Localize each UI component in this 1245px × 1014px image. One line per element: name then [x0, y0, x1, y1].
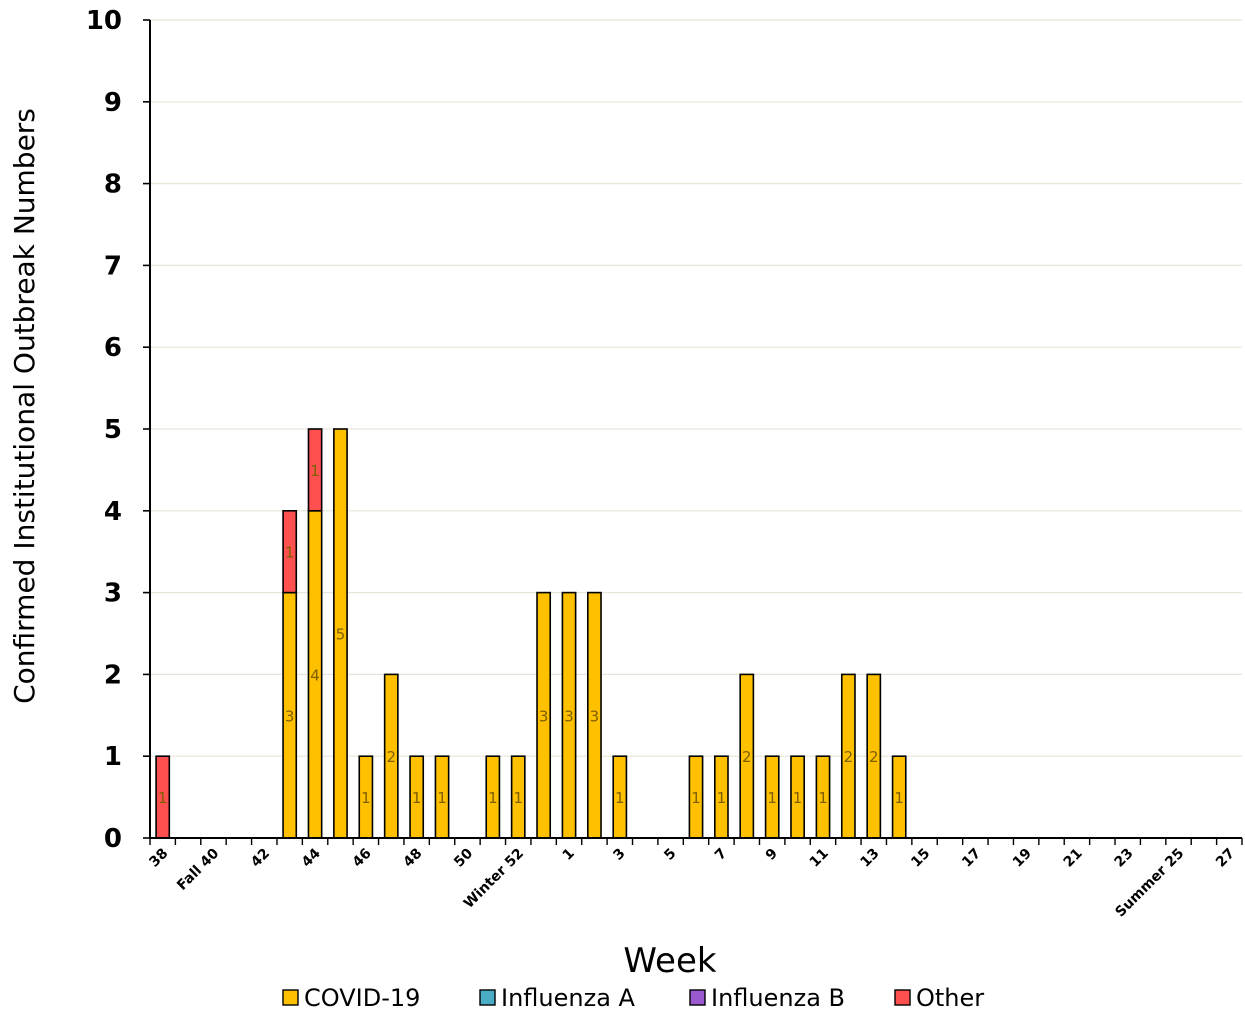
data-label: 1: [437, 789, 447, 807]
data-label: 1: [361, 789, 371, 807]
x-tick-label: 38: [146, 846, 171, 871]
data-label: 1: [691, 789, 701, 807]
data-label: 3: [285, 707, 295, 725]
data-label: 3: [590, 707, 600, 725]
legend-label: Influenza A: [501, 984, 636, 1012]
x-tick-label: 44: [299, 845, 324, 870]
x-tick-label: 5: [661, 846, 679, 864]
data-label: 1: [818, 789, 828, 807]
y-tick-label: 8: [104, 170, 122, 200]
x-tick-label: 48: [400, 846, 425, 871]
data-label: 3: [539, 707, 549, 725]
x-tick-label: 50: [451, 845, 476, 870]
y-tick-label: 4: [104, 497, 122, 527]
x-tick-label: 46: [350, 846, 375, 871]
legend: COVID-19 Influenza A Influenza B Other: [282, 984, 984, 1012]
data-label: 1: [310, 462, 320, 480]
legend-swatch: [479, 989, 496, 1006]
bar-segment: [307, 428, 323, 512]
legend-label: Influenza B: [711, 984, 845, 1012]
y-tick-label: 7: [104, 251, 122, 281]
data-label: 1: [285, 544, 295, 562]
data-label: 3: [564, 707, 574, 725]
data-label: 1: [412, 789, 422, 807]
legend-swatch: [894, 989, 911, 1006]
y-tick-label: 5: [104, 415, 122, 445]
y-tick-label: 10: [86, 6, 122, 36]
data-label: 1: [894, 789, 904, 807]
legend-swatch: [689, 989, 706, 1006]
x-tick-label: 9: [763, 846, 781, 864]
legend-label: COVID-19: [304, 984, 420, 1012]
y-tick-label: 1: [104, 742, 122, 772]
x-tick-label: 11: [807, 846, 832, 871]
data-label: 4: [310, 666, 320, 684]
data-label: 1: [615, 789, 625, 807]
y-tick-label: 2: [104, 660, 122, 690]
axes: [143, 19, 1243, 845]
data-label: 1: [717, 789, 727, 807]
data-label: 1: [158, 789, 168, 807]
data-label: 2: [869, 748, 879, 766]
x-tick-label: 19: [1010, 846, 1035, 871]
data-label: 1: [488, 789, 498, 807]
data-label: 2: [742, 748, 752, 766]
data-label: 2: [386, 748, 396, 766]
x-tick-label: 15: [908, 846, 933, 871]
data-label: 5: [336, 626, 346, 644]
data-label: 1: [513, 789, 523, 807]
y-axis-title: Confirmed Institutional Outbreak Numbers: [8, 108, 41, 704]
x-tick-label: 17: [959, 846, 984, 871]
x-tick-label: 27: [1213, 846, 1238, 871]
y-tick-label: 6: [104, 333, 122, 363]
y-tick-label: 3: [104, 579, 122, 609]
x-tick-label: 13: [858, 846, 883, 871]
x-axis-title: Week: [623, 941, 716, 981]
y-tick-labels: 0 1 2 3 4 5 6 7 8 9 10: [86, 6, 122, 854]
x-tick-label: Fall 40: [174, 845, 222, 893]
data-label: 1: [767, 789, 777, 807]
x-tick-label: 42: [248, 846, 273, 871]
data-label: 1: [793, 789, 803, 807]
y-tick-label: 0: [104, 824, 122, 854]
legend-swatch: [282, 989, 299, 1006]
gridlines: [150, 19, 1242, 757]
x-tick-label: 3: [610, 846, 628, 864]
bar-segment: [282, 509, 298, 594]
data-label: 2: [844, 748, 854, 766]
x-tick-label: 23: [1111, 846, 1136, 871]
x-tick-label: 1: [560, 846, 578, 864]
x-tick-label: 7: [712, 846, 730, 864]
x-tick-label: 21: [1061, 846, 1086, 871]
y-tick-label: 9: [104, 88, 122, 118]
legend-label: Other: [916, 984, 984, 1012]
